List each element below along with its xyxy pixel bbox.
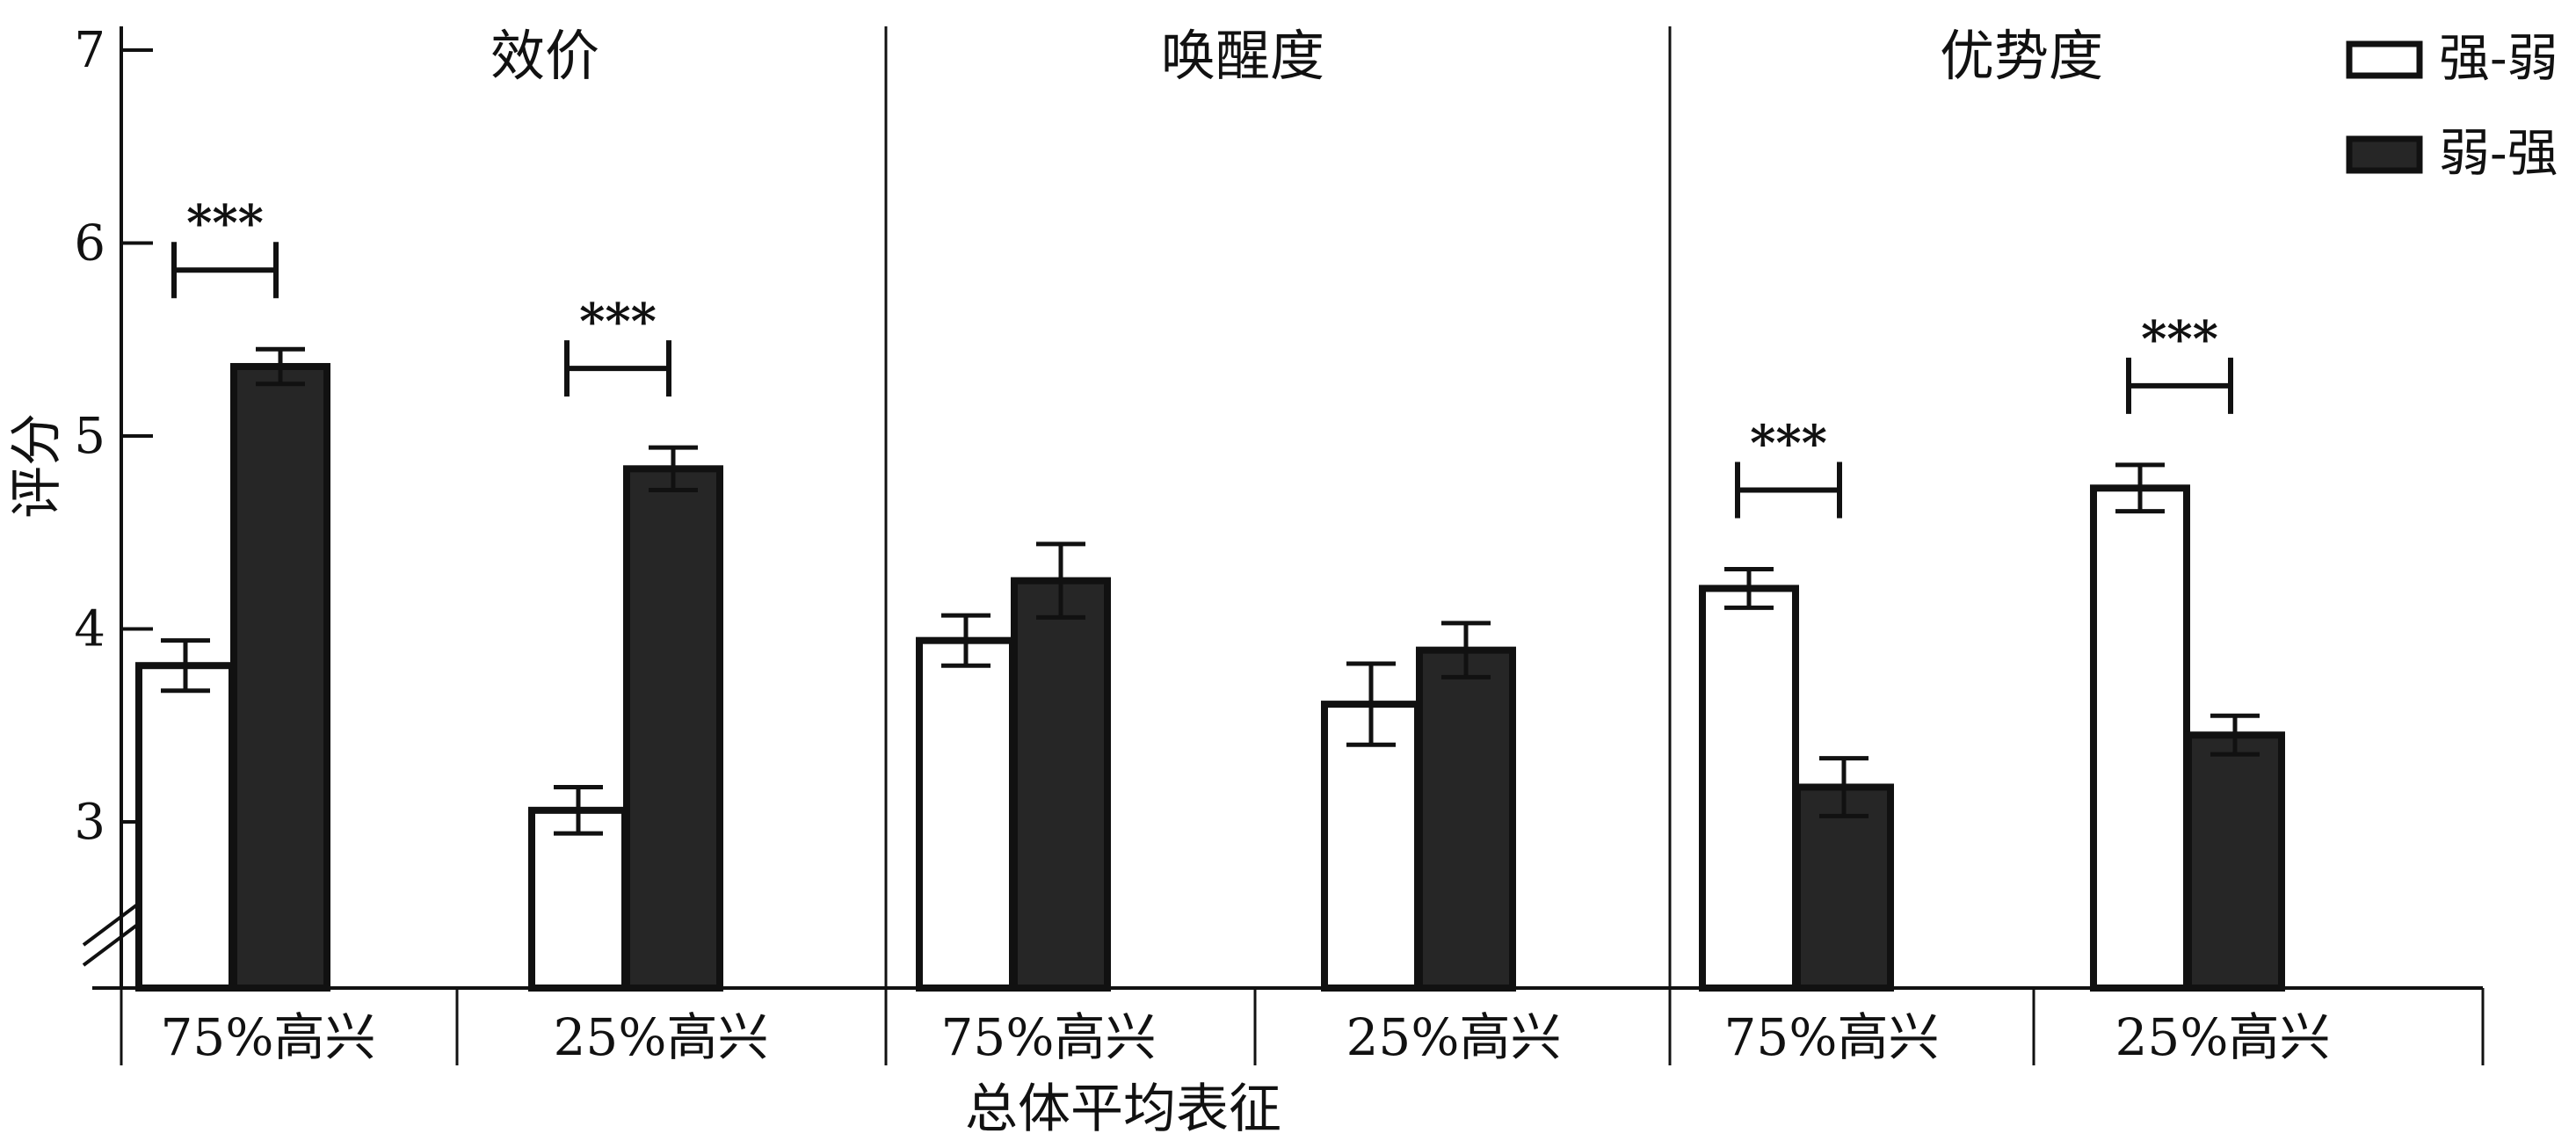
- bar-weak-strong: [1011, 577, 1111, 992]
- bar-weak-strong: [230, 362, 330, 992]
- category-label: 75%高兴: [941, 1007, 1157, 1067]
- y-tick-label: 7: [74, 22, 105, 79]
- significance-label: ***: [1750, 414, 1827, 472]
- y-tick-label: 5: [74, 408, 105, 465]
- category-label: 25%高兴: [2115, 1007, 2331, 1067]
- bar-strong-weak: [2090, 484, 2190, 992]
- panel-title: 唤醒度: [1161, 24, 1324, 88]
- panel-title: 效价: [490, 24, 599, 88]
- legend-swatch: [2346, 135, 2423, 174]
- significance-label: ***: [186, 194, 264, 252]
- category-label: 25%高兴: [554, 1007, 769, 1067]
- category-label: 75%高兴: [161, 1007, 376, 1067]
- bar-weak-strong: [1794, 783, 1894, 992]
- legend-label: 弱-强: [2439, 123, 2558, 183]
- bar-strong-weak: [1699, 585, 1799, 992]
- bar-weak-strong: [2185, 731, 2285, 992]
- category-label: 75%高兴: [1724, 1007, 1940, 1067]
- legend-swatch: [2346, 40, 2423, 79]
- y-tick-label: 6: [74, 215, 105, 272]
- panel-title: 优势度: [1940, 24, 2103, 88]
- legend-label: 强-弱: [2439, 28, 2558, 88]
- y-axis-label: 评分: [6, 413, 68, 519]
- bar-strong-weak: [916, 636, 1016, 992]
- category-label: 25%高兴: [1346, 1007, 1562, 1067]
- y-tick-label: 3: [74, 794, 105, 851]
- significance-label: ***: [579, 293, 657, 351]
- bar-weak-strong: [1416, 646, 1516, 992]
- bar-strong-weak: [135, 662, 236, 992]
- y-tick-label: 4: [74, 601, 105, 658]
- significance-label: ***: [2141, 310, 2218, 368]
- bar-weak-strong: [623, 465, 723, 992]
- x-axis-label: 总体平均表征: [965, 1079, 1281, 1140]
- bar-strong-weak: [528, 806, 628, 992]
